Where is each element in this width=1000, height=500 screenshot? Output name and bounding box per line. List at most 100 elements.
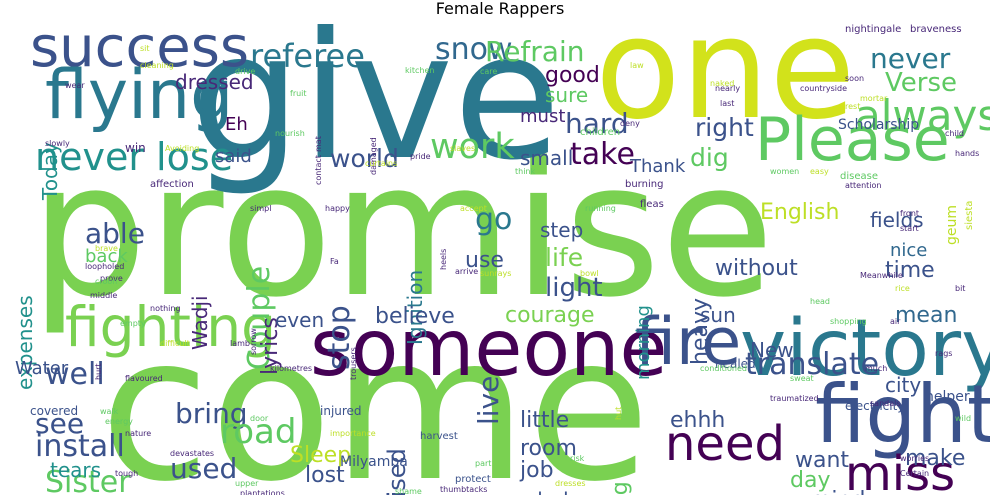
chart-title: Female Rappers: [435, 0, 565, 18]
cloud-word: heels: [439, 248, 448, 270]
cloud-word: simpl: [250, 204, 272, 213]
cloud-word: care: [480, 67, 498, 76]
cloud-word: Avoiding: [165, 144, 200, 153]
cloud-word: fleas: [640, 199, 664, 210]
cloud-word: Please: [755, 105, 950, 175]
cloud-word: Meanwhile: [860, 271, 903, 280]
cloud-word: tears: [50, 458, 102, 482]
cloud-word: Wadji: [188, 295, 212, 350]
cloud-word: referee: [250, 37, 365, 75]
cloud-word: braveness: [910, 24, 962, 35]
cloud-word: nice: [890, 240, 928, 261]
cloud-word: Sleep: [290, 443, 352, 468]
cloud-word: sandals: [870, 399, 901, 408]
cloud-word: flavoured: [125, 374, 163, 383]
cloud-word: front: [900, 209, 920, 218]
cloud-word: said: [215, 146, 252, 167]
cloud-word: install: [35, 429, 125, 464]
cloud-word: win: [125, 141, 146, 155]
cloud-word: empty: [120, 319, 146, 328]
cloud-word: must: [520, 106, 566, 127]
cloud-word: used: [170, 452, 238, 485]
cloud-word: fire: [635, 305, 742, 380]
cloud-word: croon: [95, 277, 118, 286]
cloud-word: part: [475, 459, 492, 468]
cloud-word: dresses: [555, 479, 586, 488]
cloud-word: risk: [570, 454, 585, 463]
cloud-word: use: [465, 248, 504, 273]
cloud-word: fields: [870, 208, 924, 232]
cloud-word: give: [190, 20, 561, 199]
cloud-word: easy: [810, 167, 829, 176]
cloud-word: believe: [375, 304, 455, 329]
cloud-word: worries: [900, 454, 930, 463]
cloud-word: loopholed: [85, 262, 125, 271]
cloud-word: one: [595, 20, 856, 151]
cloud-word: upper: [235, 479, 259, 488]
cloud-word: always: [855, 91, 990, 140]
cloud-word: day: [790, 468, 831, 493]
cloud-word: see: [35, 407, 85, 440]
cloud-word: lamb: [230, 339, 250, 348]
cloud-word: children: [580, 127, 621, 138]
cloud-word: damaged: [369, 137, 378, 175]
cloud-word: happy: [325, 204, 350, 213]
cloud-word: difficult: [160, 339, 190, 348]
cloud-word: Certain: [900, 469, 930, 478]
cloud-word: able: [85, 217, 145, 250]
cloud-word: lost: [305, 463, 345, 488]
cloud-word: go: [475, 202, 513, 237]
cloud-word: shame: [395, 487, 422, 496]
cloud-word: bit: [955, 284, 966, 293]
cloud-word: well: [45, 357, 105, 392]
cloud-word: never: [870, 42, 951, 75]
cloud-word: nature: [125, 429, 152, 438]
cloud-word: countryside: [800, 84, 847, 93]
cloud-word: drive: [235, 67, 256, 76]
cloud-word: slowly: [45, 139, 70, 148]
cloud-word: rice: [895, 284, 910, 293]
cloud-word: take: [570, 137, 635, 172]
cloud-word: naked: [710, 79, 735, 88]
cloud-word: protect: [455, 474, 491, 485]
cloud-word: time: [885, 258, 935, 283]
cloud-word: traumatized: [770, 394, 819, 403]
cloud-word: work: [430, 127, 515, 167]
cloud-word: importance: [330, 429, 376, 438]
cloud-word: someone: [310, 304, 668, 394]
cloud-word: conditioned: [700, 364, 747, 373]
cloud-word: Today: [38, 142, 62, 200]
cloud-word: sorrow: [249, 328, 258, 355]
cloud-word: mean: [895, 303, 958, 328]
cloud-word: back: [85, 246, 128, 267]
cloud-word: room: [520, 436, 577, 461]
cloud-word: dig: [690, 143, 729, 172]
cloud-word: Sister: [45, 465, 131, 496]
cloud-word: translate: [745, 347, 880, 382]
cloud-word: door: [250, 414, 269, 423]
cloud-word: promise: [30, 122, 775, 338]
cloud-word: fight: [815, 368, 990, 461]
cloud-word: brave: [95, 244, 118, 253]
cloud-word: live: [472, 375, 505, 425]
cloud-word: mortar: [860, 94, 888, 103]
cloud-word: devastates: [170, 449, 215, 458]
cloud-word: air: [890, 317, 901, 326]
cloud-word: victory: [740, 304, 990, 394]
cloud-word: step: [540, 218, 584, 242]
cloud-word: success: [30, 20, 250, 80]
cloud-word: much: [865, 364, 888, 373]
cloud-word: Eh: [225, 114, 248, 135]
cloud-word: snow: [435, 32, 513, 67]
cloud-word: good: [545, 63, 600, 88]
cloud-word: burning: [625, 179, 664, 190]
cloud-word: women: [770, 167, 800, 176]
cloud-word: Milyamba: [340, 454, 408, 470]
cloud-word: without: [715, 256, 798, 281]
cloud-word: sweat: [790, 374, 814, 383]
cloud-word: thumbtacks: [440, 485, 488, 494]
cloud-word: fruit: [290, 89, 307, 98]
cloud-word: wild: [955, 414, 972, 423]
cloud-word: siesta: [964, 200, 975, 230]
cloud-word: plantations: [240, 489, 285, 496]
